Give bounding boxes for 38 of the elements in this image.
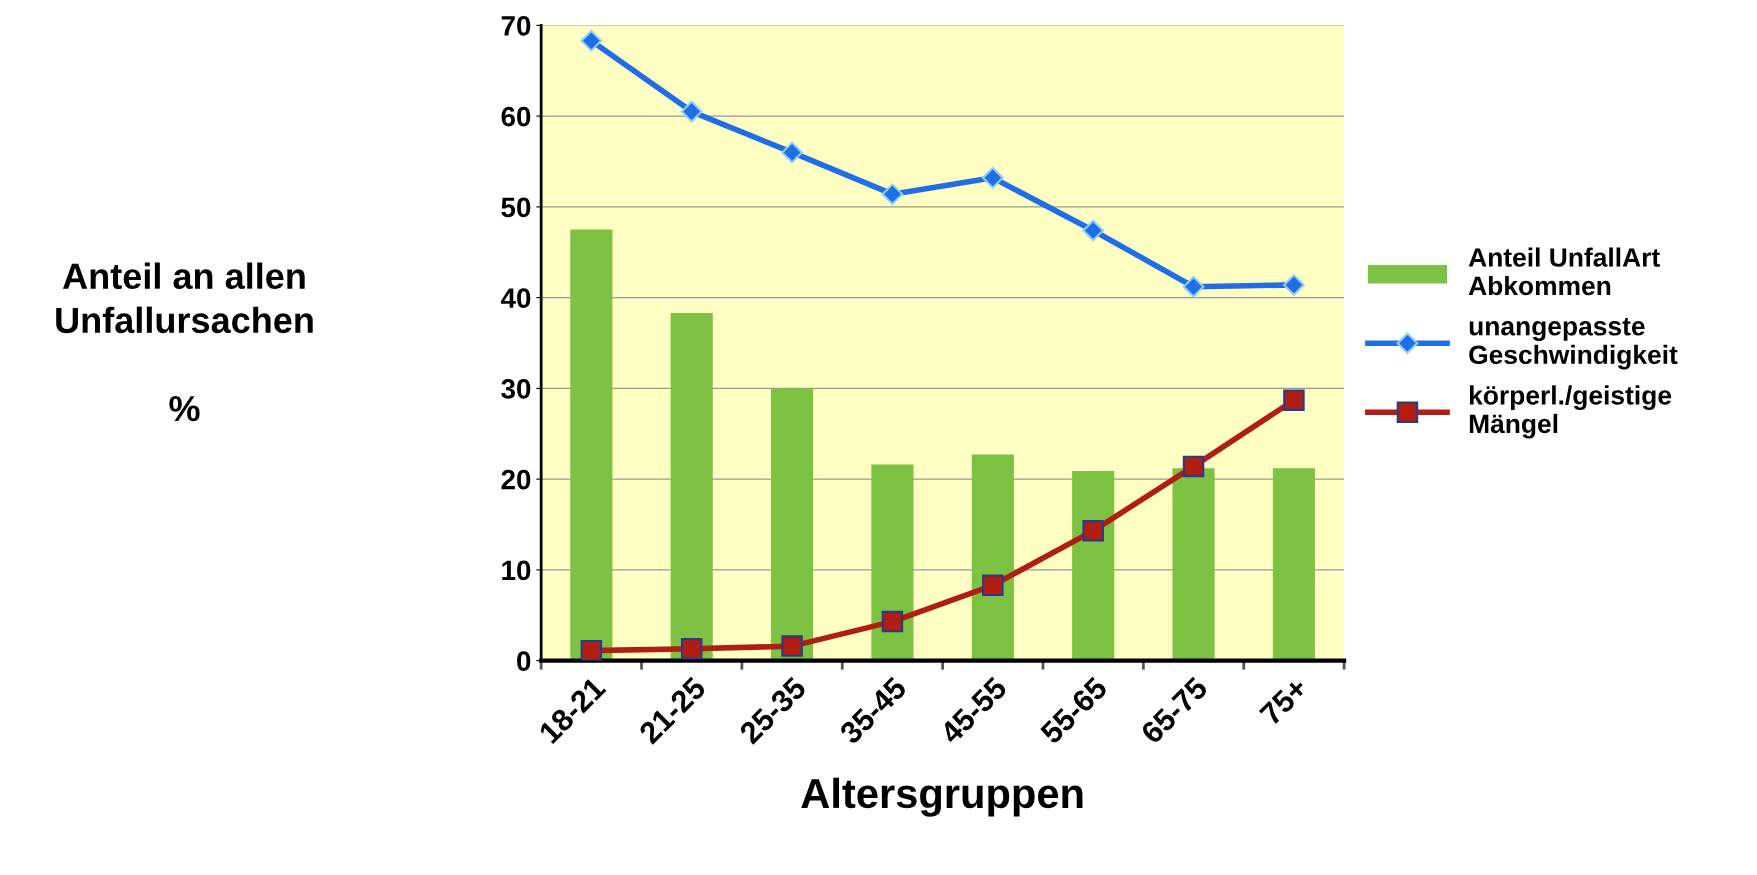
bar [670,313,713,661]
point [1082,520,1104,542]
point [781,141,803,164]
point [1182,455,1205,478]
y-tick-label: 70 [501,16,531,36]
x-tick-label: 75+ [1258,676,1309,727]
y-tick-label: 50 [501,197,531,218]
y-tick-label: 60 [501,106,531,127]
bar [1172,468,1215,661]
bar [771,388,814,661]
text: Anteil an allen Unfallursachen % [56,262,313,422]
point [1082,219,1105,242]
bar [1272,468,1315,661]
bar [871,464,914,661]
bar [971,454,1014,661]
point [881,183,904,206]
point [580,29,603,52]
bar [570,229,613,661]
y-tick-label: 10 [502,560,531,581]
point [1283,274,1305,296]
point [680,100,703,123]
legend-label: unangepasste Geschwindigkeit [1469,318,1678,370]
point [1283,389,1305,411]
x-axis-title: Altersgruppen [801,777,1083,817]
y-tick-label: 40 [500,288,531,308]
y-tick-label: 30 [501,379,531,399]
bar [1072,470,1115,661]
point [982,574,1004,597]
point [781,635,803,657]
legend-label: Anteil UnfallArt Abkommen [1468,247,1660,296]
point [1182,275,1205,298]
y-tick-label: 0 [517,651,531,671]
y-tick-label: 20 [501,469,531,490]
legend-label: körperl./geistige Mängel [1469,385,1672,439]
point [580,639,603,661]
point [981,166,1004,189]
point [881,610,904,633]
point [680,638,703,660]
